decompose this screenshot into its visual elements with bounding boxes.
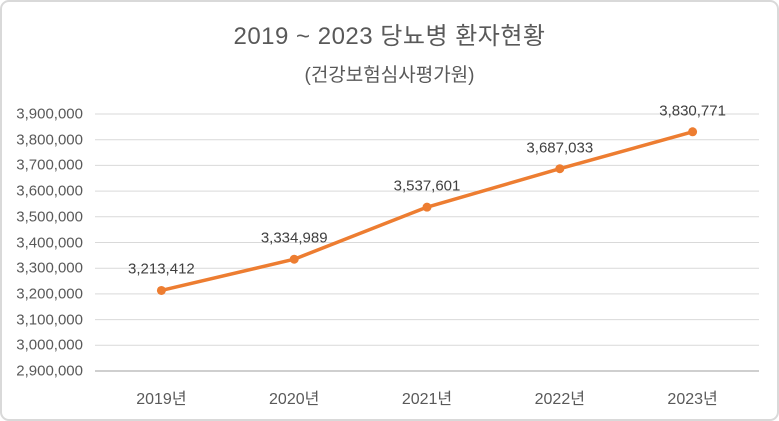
chart-title: 2019 ~ 2023 당뇨병 환자현황 [233,23,546,50]
data-point-marker [555,164,565,174]
data-point-marker [289,254,299,264]
data-point-marker [422,202,432,212]
data-point-marker [688,127,698,137]
chart-subtitle: (건강보험심사평가원) [304,65,475,86]
data-point-marker [156,285,166,295]
